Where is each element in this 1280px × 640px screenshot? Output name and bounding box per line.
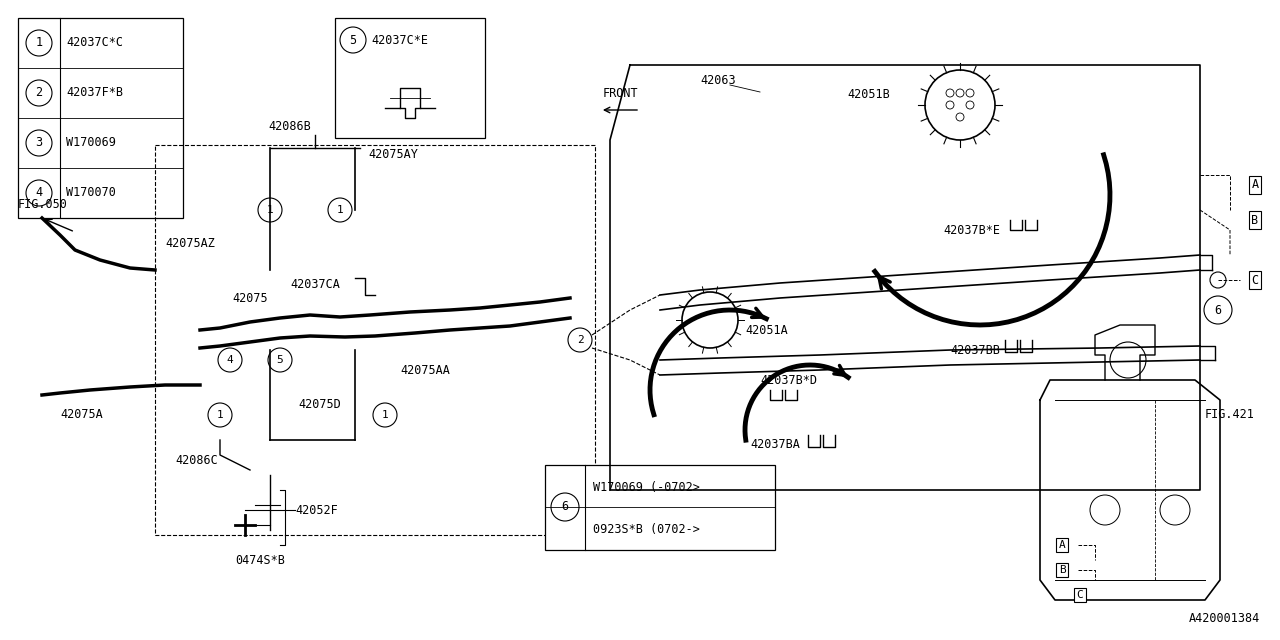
- Bar: [335, 18, 485, 138]
- Text: 5: 5: [276, 355, 283, 365]
- Bar: [18, 18, 183, 218]
- Text: 42075D: 42075D: [298, 399, 342, 412]
- Text: 1: 1: [337, 205, 343, 215]
- Text: 42075: 42075: [232, 292, 268, 305]
- Text: 42037B*E: 42037B*E: [943, 223, 1000, 237]
- Text: 42086C: 42086C: [175, 454, 218, 467]
- Text: W170070: W170070: [67, 186, 116, 200]
- Text: 6: 6: [562, 500, 568, 513]
- Text: B: B: [1252, 214, 1258, 227]
- Text: 0474S*B: 0474S*B: [236, 554, 285, 566]
- Text: FRONT: FRONT: [602, 87, 637, 100]
- Text: B: B: [1059, 565, 1065, 575]
- Text: 42052F: 42052F: [294, 504, 338, 516]
- Text: A: A: [1252, 179, 1258, 191]
- Text: 42075AA: 42075AA: [399, 364, 449, 376]
- Text: 42075AZ: 42075AZ: [165, 237, 215, 250]
- Text: A420001384: A420001384: [1189, 612, 1260, 625]
- Bar: [155, 145, 595, 535]
- Text: 1: 1: [266, 205, 274, 215]
- Text: 42037F*B: 42037F*B: [67, 86, 123, 99]
- Text: 2: 2: [576, 335, 584, 345]
- Text: C: C: [1252, 273, 1258, 287]
- Text: FIG.050: FIG.050: [18, 198, 68, 211]
- Text: W170069: W170069: [67, 136, 116, 150]
- Text: 1: 1: [381, 410, 388, 420]
- Text: 42051B: 42051B: [847, 88, 890, 102]
- Text: 2: 2: [36, 86, 42, 99]
- Text: C: C: [1076, 590, 1083, 600]
- Text: 42063: 42063: [700, 74, 736, 86]
- Text: 1: 1: [216, 410, 224, 420]
- Text: 42075A: 42075A: [60, 408, 102, 421]
- Text: 0923S*B (0702->: 0923S*B (0702->: [593, 522, 700, 536]
- Text: 42075AY: 42075AY: [369, 148, 417, 161]
- Text: 42037C*C: 42037C*C: [67, 36, 123, 49]
- Text: W170069 (-0702>: W170069 (-0702>: [593, 481, 700, 493]
- Text: 42086B: 42086B: [269, 120, 311, 133]
- Text: 4: 4: [227, 355, 233, 365]
- Text: A: A: [1059, 540, 1065, 550]
- Text: 1: 1: [36, 36, 42, 49]
- Text: 42037B*D: 42037B*D: [760, 374, 817, 387]
- Text: 3: 3: [36, 136, 42, 150]
- Text: 42037BA: 42037BA: [750, 438, 800, 451]
- Text: 42051A: 42051A: [745, 323, 787, 337]
- Bar: [545, 465, 774, 550]
- Text: 4: 4: [36, 186, 42, 200]
- Text: 42037C*E: 42037C*E: [371, 33, 428, 47]
- Text: 6: 6: [1215, 303, 1221, 317]
- Text: 42037BB: 42037BB: [950, 344, 1000, 356]
- Text: 5: 5: [349, 33, 357, 47]
- Text: 42037CA: 42037CA: [291, 278, 340, 291]
- Text: FIG.421: FIG.421: [1204, 408, 1254, 422]
